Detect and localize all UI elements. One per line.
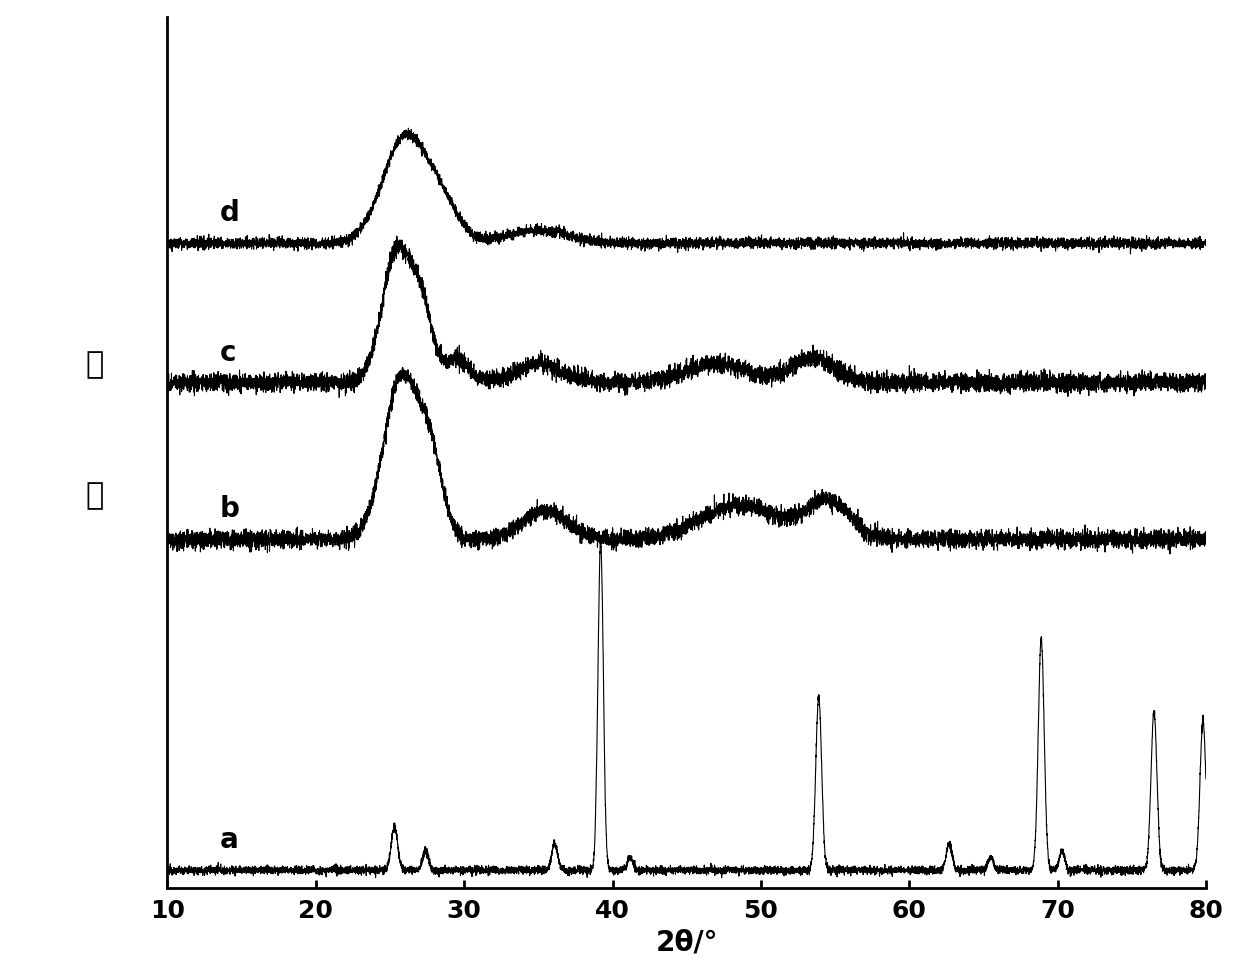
Text: 强: 强 xyxy=(86,350,104,379)
Text: a: a xyxy=(219,826,238,854)
Text: c: c xyxy=(219,339,236,367)
Text: d: d xyxy=(219,199,239,228)
X-axis label: 2θ/°: 2θ/° xyxy=(656,928,718,956)
Text: b: b xyxy=(219,495,239,523)
Text: 度: 度 xyxy=(86,482,104,510)
